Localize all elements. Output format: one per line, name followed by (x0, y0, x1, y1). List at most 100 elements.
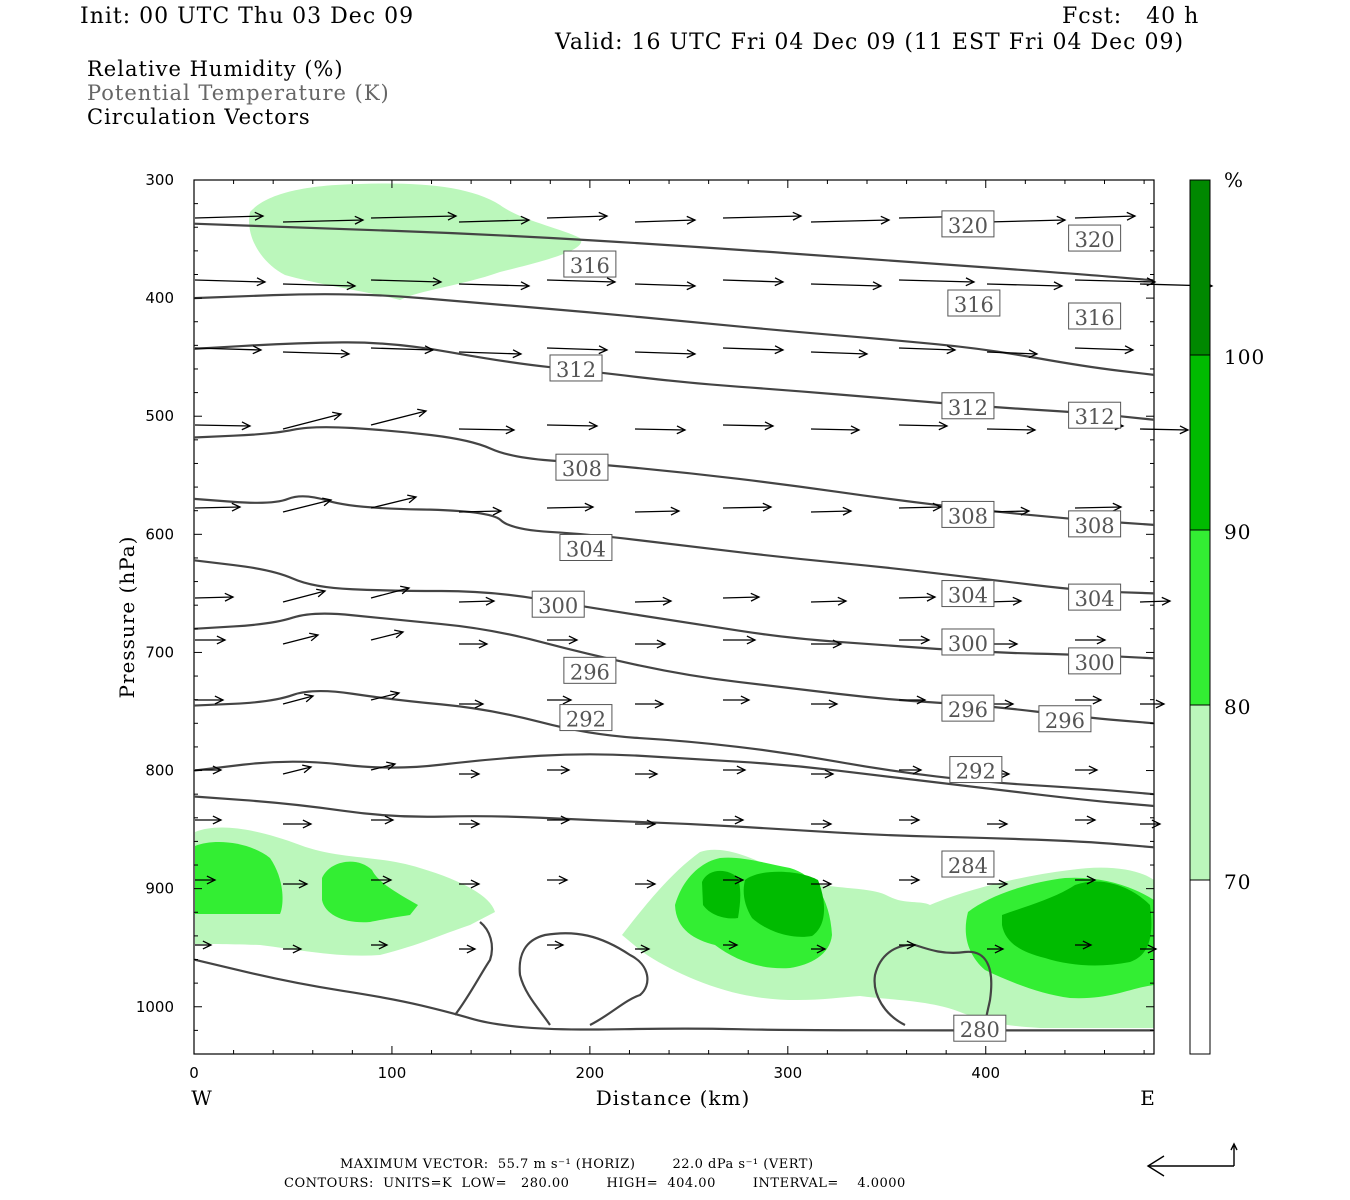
circulation-vector (370, 761, 397, 771)
circulation-vector (547, 635, 579, 645)
y-tick-label: 700 (145, 643, 174, 661)
circulation-vector (899, 765, 923, 775)
contour-label-box-308 (555, 453, 609, 481)
circulation-vector (282, 215, 365, 225)
circulation-vector (458, 506, 503, 516)
circulation-vector (899, 940, 917, 950)
contour-label-296: 296 (1045, 709, 1085, 733)
circulation-vector (546, 277, 617, 287)
circulation-vector (635, 819, 657, 829)
colorbar-90 (1189, 354, 1211, 531)
circulation-vector (459, 769, 481, 779)
contour-label-box-316 (563, 250, 617, 278)
circulation-vector (195, 765, 223, 775)
contour-label-316: 316 (954, 293, 994, 317)
circulation-vector (722, 421, 775, 431)
contour-label-312: 312 (1075, 405, 1115, 429)
contour-label-304: 304 (1075, 587, 1115, 611)
circulation-vector (1074, 502, 1123, 512)
circulation-vector (898, 502, 943, 512)
circulation-vector (811, 879, 833, 889)
circulation-vector (370, 629, 405, 641)
x-axis-title: Distance (km) (596, 1086, 751, 1110)
contour-label-box-292 (949, 756, 1003, 784)
contour-label-320: 320 (1075, 228, 1115, 252)
theta-contour-280-loop-3 (873, 943, 993, 1029)
contour-label-292: 292 (956, 760, 996, 784)
colorbar-unit: % (1224, 168, 1244, 192)
contour-label-box-316 (947, 289, 1001, 317)
circulation-vector (635, 769, 659, 779)
circulation-vector (810, 281, 883, 291)
colorbar: % 70 80 90 100 (1189, 168, 1264, 1055)
circulation-vector (1075, 695, 1103, 705)
circulation-vector (1140, 699, 1166, 709)
circulation-vector (459, 639, 489, 649)
circulation-vector (370, 211, 458, 221)
circulation-vector (986, 349, 1039, 359)
colorbar-label-80: 80 (1224, 695, 1251, 719)
circulation-vector (546, 502, 595, 512)
contour-label-box-292 (559, 704, 613, 732)
circulation-vector (986, 425, 1037, 435)
circulation-vector (635, 639, 667, 649)
circulation-vector (810, 506, 853, 516)
circulation-vector (722, 277, 785, 287)
x-axis-west: W (191, 1086, 213, 1110)
contour-label-box-320 (1068, 224, 1122, 252)
contour-label-box-312 (1068, 401, 1122, 429)
circulation-vector (987, 944, 1005, 954)
contour-label-box-284 (941, 850, 995, 878)
contour-label-304: 304 (566, 537, 606, 561)
circulation-vector (370, 494, 418, 509)
circulation-vector (723, 815, 745, 825)
circulation-vector (723, 875, 745, 885)
circulation-vector (459, 699, 485, 709)
circulation-vector (370, 277, 443, 287)
theta-contour-280-loop-2 (518, 932, 649, 1026)
contour-label-296: 296 (570, 660, 610, 684)
circulation-vector (899, 635, 931, 645)
circulation-vector (899, 875, 921, 885)
valid-time: Valid: 16 UTC Fri 04 Dec 09 (11 EST Fri … (555, 30, 1185, 55)
x-tick-label: 200 (576, 1064, 605, 1082)
ref-horizontal-head (1146, 1155, 1165, 1177)
rh80-area-left-1 (195, 842, 283, 914)
x-tick-label: 0 (189, 1064, 199, 1082)
circulation-vector (811, 639, 843, 649)
theta-contour-288 (193, 753, 1155, 808)
colorbar-label-90: 90 (1224, 520, 1251, 544)
circulation-vector (194, 277, 267, 287)
circulation-vector (898, 592, 937, 602)
contour-label-316: 316 (1075, 306, 1115, 330)
contour-label-box-296 (563, 656, 617, 684)
y-tick-label: 800 (145, 762, 174, 780)
circulation-vector (811, 699, 839, 709)
circulation-vector (810, 596, 848, 606)
circulation-vector (723, 695, 751, 705)
contour-label-box-308 (1068, 510, 1122, 538)
circulation-vector (458, 596, 496, 606)
contour-label-box-316 (1068, 302, 1122, 330)
circulation-vector (282, 693, 315, 705)
circulation-vector (986, 215, 1067, 225)
contour-label-box-308 (941, 500, 995, 528)
circulation-vector (194, 502, 242, 512)
circulation-vector (371, 815, 395, 825)
circulation-vector (546, 421, 599, 431)
contour-label-box-300 (941, 628, 995, 656)
contour-label-292: 292 (566, 708, 606, 732)
circulation-vector (722, 502, 773, 512)
rh90-area-right (1002, 881, 1152, 966)
x-tick-label: 100 (378, 1064, 407, 1082)
circulation-vector (634, 281, 697, 291)
circulation-vector (283, 819, 313, 829)
contour-label-box-296 (941, 694, 995, 722)
ref-vertical-head (1230, 1142, 1238, 1151)
footer-contours: CONTOURS: UNITS=K LOW= 280.00 HIGH= 404.… (284, 1176, 906, 1191)
circulation-vector (459, 819, 481, 829)
circulation-vector (811, 944, 827, 954)
theta-contour-280-loop-1 (454, 921, 494, 1016)
circulation-vector (370, 585, 411, 599)
